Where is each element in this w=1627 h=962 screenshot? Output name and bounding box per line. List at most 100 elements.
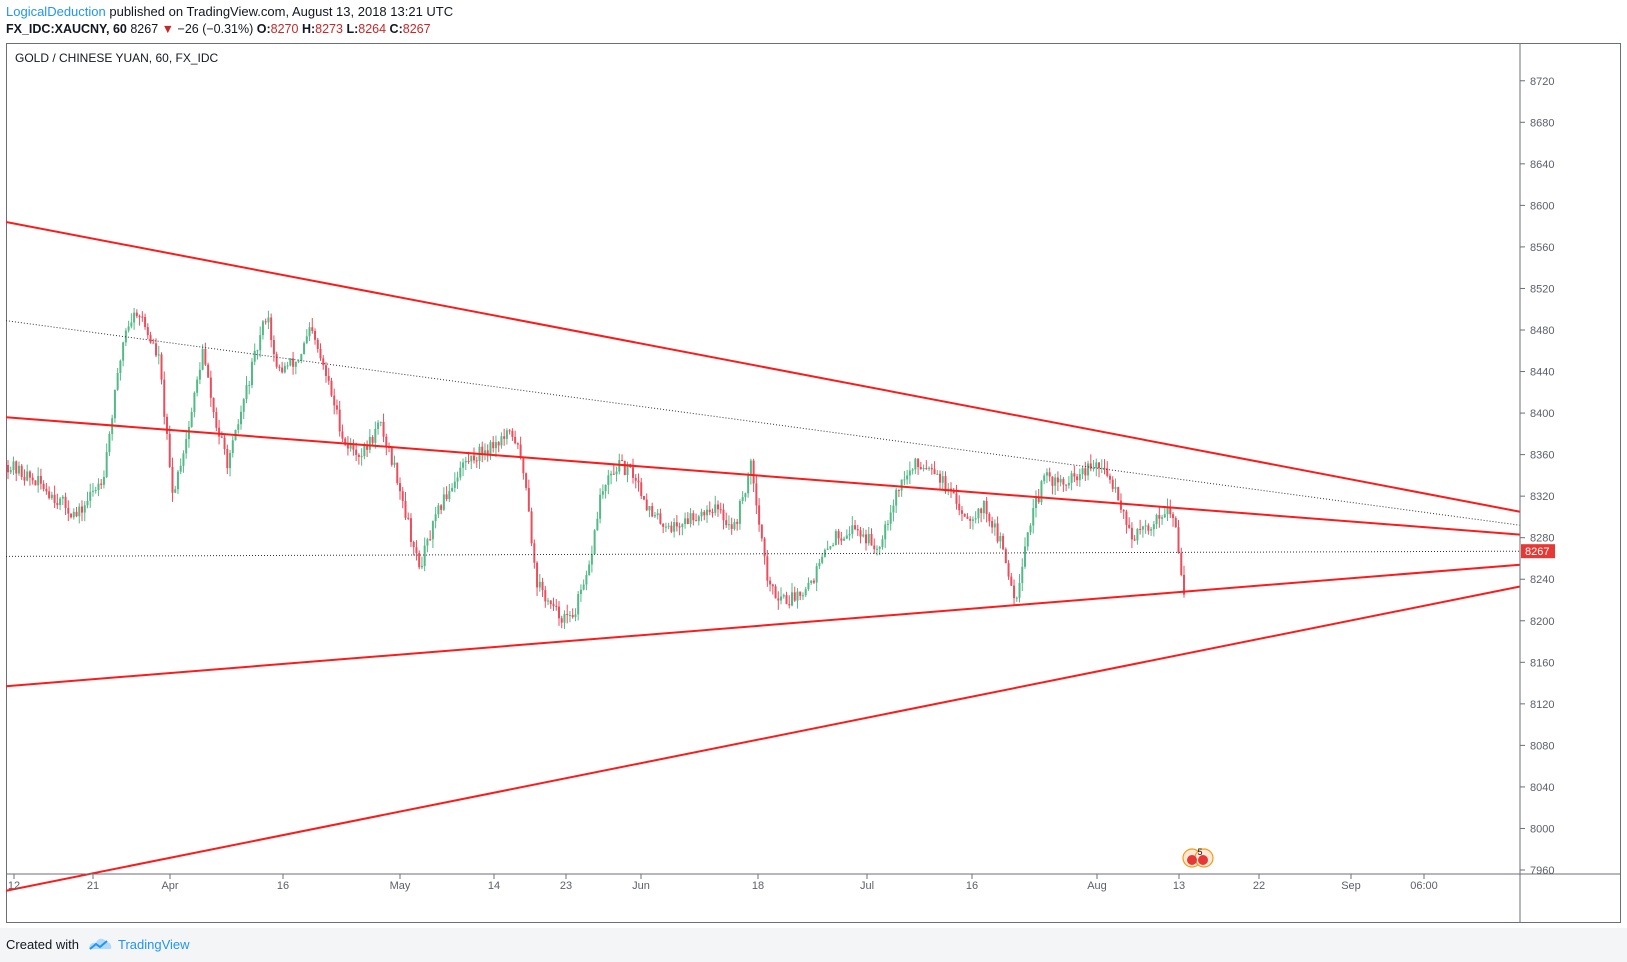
candle-body <box>503 436 506 439</box>
candle-body <box>670 525 673 532</box>
badge-count: 5 <box>1197 847 1202 857</box>
tradingview-logo-icon[interactable] <box>87 935 113 953</box>
candle-body <box>500 436 503 446</box>
candle-body <box>799 591 802 596</box>
candle-body <box>908 470 911 476</box>
candle-body <box>604 484 607 492</box>
candle-body <box>349 444 352 449</box>
candle-body <box>1095 462 1098 469</box>
candle-body <box>245 385 248 400</box>
candle-body <box>59 498 62 506</box>
candle-body <box>1158 515 1161 519</box>
last-price: 8267 <box>130 22 159 36</box>
candle-body <box>906 475 909 480</box>
candle-body <box>1067 482 1070 486</box>
candle-body <box>865 534 868 544</box>
candle-body <box>1054 477 1057 486</box>
candle-body <box>122 342 125 361</box>
candle-body <box>568 615 571 617</box>
chart-header: LogicalDeduction published on TradingVie… <box>0 0 1627 42</box>
candle-body <box>374 428 377 443</box>
candle-body <box>722 509 725 521</box>
candle-body <box>377 422 380 429</box>
candle-body <box>470 455 473 462</box>
candle-body <box>1125 511 1128 525</box>
candle-body <box>1040 481 1043 503</box>
candle-body <box>453 481 456 488</box>
candle-body <box>741 497 744 501</box>
candle-body <box>796 591 799 601</box>
candle-body <box>856 529 859 531</box>
candle-body <box>988 513 991 522</box>
candle-body <box>752 460 755 484</box>
candle-body <box>843 538 846 541</box>
candle-body <box>108 433 111 453</box>
candle-body <box>985 501 988 514</box>
x-tick-label: Jun <box>632 880 650 892</box>
candle-body <box>253 350 256 362</box>
candle-body <box>193 392 196 412</box>
time-axis[interactable]: 12 21 Apr 16 May 14 23 Jun 18 Jul 16 Aug 13 22 Sep 06:0… <box>8 874 1438 892</box>
candle-body <box>67 507 70 514</box>
candle-body <box>1078 474 1081 481</box>
candle-body <box>1021 566 1024 583</box>
candle-body <box>632 467 635 478</box>
candle-body <box>9 470 12 473</box>
candle-body <box>127 326 130 331</box>
author-link[interactable]: LogicalDeduction <box>6 4 106 19</box>
candle-body <box>1172 514 1175 519</box>
candle-body <box>102 476 105 485</box>
ohlc-line: FX_IDC:XAUCNY, 60 8267 ▼ −26 (−0.31%) O:… <box>6 22 431 36</box>
candle-body <box>135 312 138 317</box>
price-chart[interactable]: GOLD / CHINESE YUAN, 60, FX_IDC 7960 8000… <box>6 43 1621 923</box>
candle-body <box>467 460 470 462</box>
candle-body <box>960 510 963 514</box>
x-tick-label: 16 <box>966 880 978 892</box>
candle-body <box>105 452 108 477</box>
candle-body <box>259 335 262 351</box>
candle-body <box>138 316 141 318</box>
candle-body <box>371 436 374 443</box>
candle-body <box>423 545 426 566</box>
y-tick-label: 8600 <box>1530 200 1554 212</box>
tradingview-link[interactable]: TradingView <box>118 937 190 952</box>
y-tick-label: 8520 <box>1530 283 1554 295</box>
candle-body <box>267 317 270 323</box>
trendline-dotted-channel <box>6 320 1521 526</box>
candle-body <box>91 490 94 492</box>
candle-body <box>1062 479 1065 485</box>
candle-body <box>237 424 240 430</box>
candle-body <box>15 461 18 474</box>
candle-body <box>83 505 86 513</box>
candle-body <box>804 589 807 596</box>
candle-body <box>769 580 772 585</box>
candle-body <box>379 421 382 423</box>
candle-body <box>881 539 884 547</box>
candle-body <box>557 606 560 619</box>
candle-body <box>494 442 497 449</box>
candle-body <box>100 483 103 485</box>
candle-body <box>955 493 958 504</box>
trendline-lower-support <box>6 585 1521 892</box>
candle-body <box>1089 463 1092 469</box>
candle-body <box>89 491 92 501</box>
candle-body <box>1136 528 1139 541</box>
candle-body <box>588 564 591 575</box>
candle-body <box>1150 529 1153 531</box>
earnings-badge[interactable]: 5 <box>1182 847 1214 868</box>
y-tick-label: 8280 <box>1530 533 1554 545</box>
candle-body <box>338 409 341 432</box>
candle-body <box>621 460 624 462</box>
candle-body <box>264 321 267 323</box>
candle-body <box>1166 506 1169 515</box>
candle-body <box>70 513 73 518</box>
candle-body <box>404 500 407 518</box>
candle-body <box>917 458 920 468</box>
candle-body <box>733 521 736 530</box>
y-tick-label: 8200 <box>1530 616 1554 628</box>
candle-body <box>327 375 330 381</box>
price-axis[interactable]: 7960 8000 8040 8080 8120 8160 8200 8240 8280 8320… <box>1520 76 1554 877</box>
candle-body <box>555 605 558 607</box>
candle-body <box>144 317 147 328</box>
candle-body <box>1098 462 1101 469</box>
